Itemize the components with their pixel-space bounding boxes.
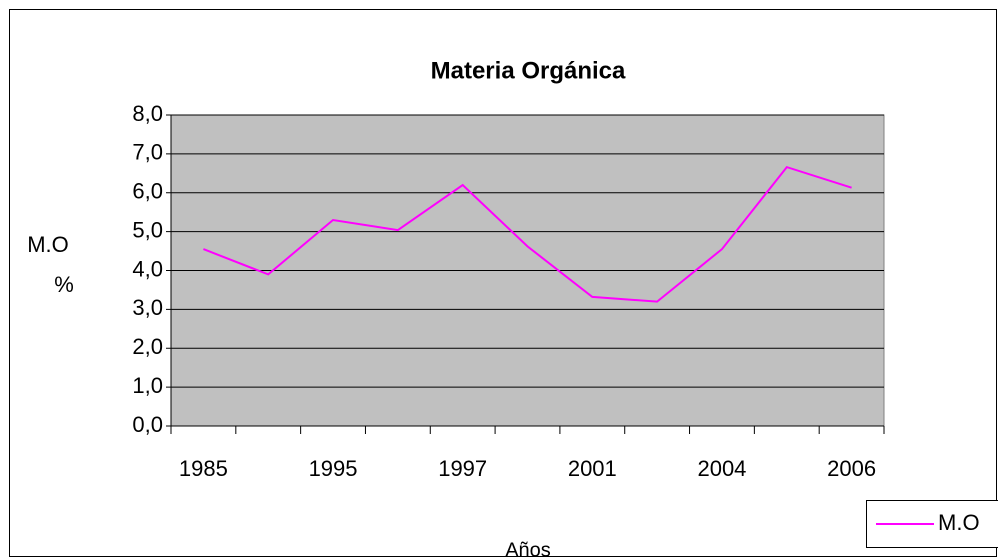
y-tick-label: 3,0: [132, 295, 163, 320]
y-axis-title: %: [54, 272, 74, 297]
x-tick-label: 1985: [179, 456, 228, 481]
y-tick-label: 2,0: [132, 334, 163, 359]
x-tick-label: 1997: [438, 456, 487, 481]
y-axis-title: M.O: [27, 232, 69, 257]
chart-title: Materia Orgánica: [431, 57, 626, 84]
y-tick-label: 1,0: [132, 373, 163, 398]
x-tick-label: 1995: [309, 456, 358, 481]
legend-label: M.O: [938, 510, 980, 535]
y-tick-label: 7,0: [132, 140, 163, 165]
y-tick-label: 5,0: [132, 217, 163, 242]
y-tick-label: 8,0: [132, 101, 163, 126]
y-tick-label: 6,0: [132, 179, 163, 204]
line-series: [203, 165, 852, 303]
x-axis-title: Años: [505, 539, 551, 560]
x-tick-label: 2001: [568, 456, 617, 481]
y-tick-label: 4,0: [132, 256, 163, 281]
y-tick-label: 0,0: [132, 412, 163, 437]
x-tick-label: 2004: [697, 456, 746, 481]
x-tick-label: 2006: [827, 456, 876, 481]
